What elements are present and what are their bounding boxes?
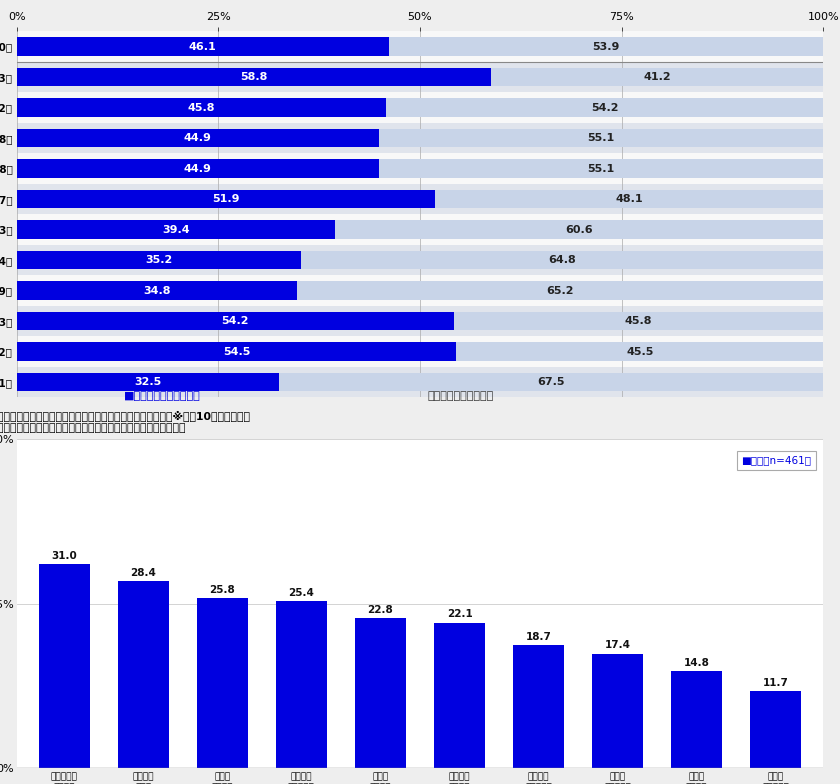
Text: 45.8: 45.8 (625, 316, 653, 326)
Text: 25.4: 25.4 (288, 588, 314, 597)
Text: 31.0: 31.0 (51, 551, 77, 561)
Bar (17, 214, 823, 245)
Bar (386, 99, 823, 117)
Bar (435, 190, 823, 209)
Bar (197, 598, 248, 768)
Bar (17, 62, 823, 93)
Bar (17, 220, 334, 238)
Bar (379, 159, 823, 178)
Bar (433, 622, 486, 768)
Bar (592, 654, 643, 768)
Bar (17, 154, 823, 183)
Text: 54.2: 54.2 (222, 316, 249, 326)
Bar (17, 183, 823, 214)
Text: 54.2: 54.2 (591, 103, 618, 113)
Bar (750, 691, 801, 768)
Text: 18.7: 18.7 (526, 632, 552, 642)
Text: 64.8: 64.8 (548, 255, 575, 265)
Text: 35.2: 35.2 (145, 255, 172, 265)
Bar (389, 38, 823, 56)
Text: 39.4: 39.4 (162, 224, 190, 234)
Text: 14.8: 14.8 (684, 658, 710, 667)
Text: 41.2: 41.2 (643, 72, 671, 82)
Text: 11.7: 11.7 (763, 678, 789, 688)
Bar (17, 93, 823, 123)
Bar (491, 68, 823, 86)
Text: 17.4: 17.4 (605, 641, 631, 651)
Bar (17, 159, 379, 178)
Text: 55.1: 55.1 (587, 133, 615, 143)
Text: 25.8: 25.8 (209, 585, 235, 595)
Text: トラブルの経験はない: トラブルの経験はない (428, 390, 493, 401)
Bar (456, 343, 823, 361)
Bar (17, 373, 279, 391)
Bar (39, 564, 90, 768)
Bar (354, 618, 407, 768)
Bar (17, 129, 379, 147)
Text: 28.4: 28.4 (130, 568, 156, 578)
Bar (301, 251, 823, 269)
Bar (17, 99, 386, 117)
Text: 22.1: 22.1 (447, 609, 472, 619)
Bar (17, 190, 435, 209)
Bar (513, 645, 564, 768)
Text: 34.8: 34.8 (144, 285, 171, 296)
Bar (334, 220, 823, 238)
Bar (17, 275, 823, 306)
Bar (17, 38, 389, 56)
Text: 53.9: 53.9 (592, 42, 620, 52)
Text: 51.9: 51.9 (213, 194, 239, 204)
Bar (279, 373, 823, 391)
Bar (17, 306, 823, 336)
Bar (17, 281, 297, 299)
Text: 65.2: 65.2 (547, 285, 574, 296)
Bar (17, 251, 301, 269)
Bar (454, 312, 823, 330)
Bar (379, 129, 823, 147)
Text: 46.1: 46.1 (189, 42, 217, 52)
Bar (17, 312, 454, 330)
Bar (17, 123, 823, 154)
Text: 45.8: 45.8 (187, 103, 215, 113)
Text: ■トラブルの経験がある: ■トラブルの経験がある (123, 390, 200, 401)
Text: 54.5: 54.5 (223, 347, 250, 357)
Text: 32.5: 32.5 (134, 377, 161, 387)
Bar (671, 671, 722, 768)
Text: 22.8: 22.8 (368, 604, 393, 615)
Text: フリーランスとして仕事上で経験したトラブル［複数回答形式］※上位10位までを表示
対象：フリーランスとして仕事上でトラブルを経験したことがある人: フリーランスとして仕事上で経験したトラブル［複数回答形式］※上位10位までを表示… (0, 410, 250, 433)
Text: 45.5: 45.5 (626, 347, 654, 357)
Text: 58.8: 58.8 (240, 72, 268, 82)
Bar (17, 336, 823, 367)
Text: 60.6: 60.6 (565, 224, 593, 234)
Bar (118, 581, 169, 768)
Bar (17, 31, 823, 62)
Bar (17, 343, 456, 361)
Bar (276, 601, 327, 768)
Text: 55.1: 55.1 (587, 164, 615, 173)
Bar (17, 68, 491, 86)
Bar (297, 281, 823, 299)
Bar (17, 245, 823, 275)
Text: ■全体［n=461］: ■全体［n=461］ (742, 456, 811, 466)
Text: 44.9: 44.9 (184, 133, 212, 143)
Bar (17, 367, 823, 397)
Text: 44.9: 44.9 (184, 164, 212, 173)
Text: 67.5: 67.5 (538, 377, 564, 387)
Text: 48.1: 48.1 (616, 194, 643, 204)
